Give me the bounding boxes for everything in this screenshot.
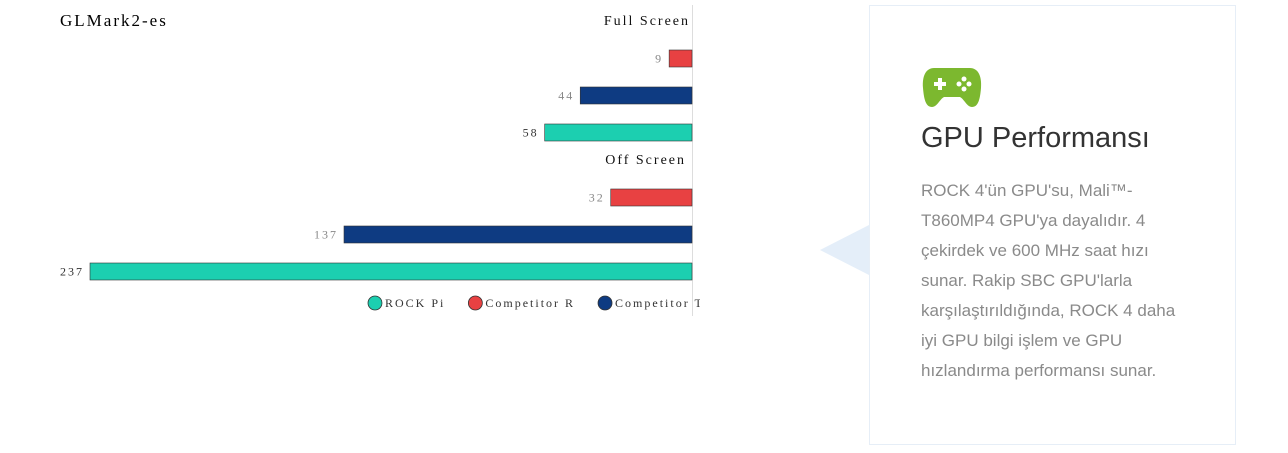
bar (89, 262, 693, 281)
legend-label: Competitor R (485, 296, 575, 310)
group-label: Off Screen (605, 153, 686, 168)
group-label: Full Screen (604, 14, 690, 29)
bar (544, 123, 693, 142)
bar (668, 49, 693, 68)
value-label: 58 (523, 125, 539, 139)
chart-title: GLMark2-es (60, 11, 168, 30)
bar (343, 225, 693, 244)
legend-label: ROCK Pi (385, 296, 445, 310)
bar (610, 188, 693, 207)
legend-marker (597, 295, 613, 311)
value-label: 32 (589, 190, 605, 204)
legend-marker (467, 295, 483, 311)
value-label: 137 (314, 227, 338, 241)
feature-card: GPU Performansı ROCK 4'ün GPU'su, Mali™-… (869, 5, 1236, 445)
bar (579, 86, 693, 105)
gamepad-icon (922, 68, 982, 107)
value-label: 9 (655, 51, 663, 65)
legend-marker (367, 295, 383, 311)
legend-label: Competitor T (615, 296, 700, 310)
chart: GLMark2-es Full Screen 9 44 58 Off Screen 32 1… (60, 5, 700, 316)
card-title: GPU Performansı (921, 122, 1150, 154)
card-pointer (820, 225, 869, 275)
card-text: ROCK 4'ün GPU'su, Mali™-T860MP4 GPU'ya d… (921, 181, 1176, 380)
value-label: 44 (558, 88, 574, 102)
value-label: 237 (60, 264, 84, 278)
